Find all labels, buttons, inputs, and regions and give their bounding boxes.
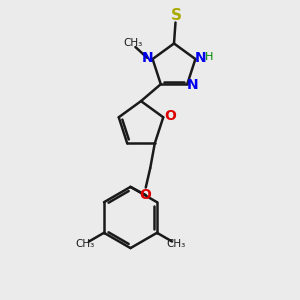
Text: S: S [171,8,182,23]
Text: N: N [141,51,153,65]
Text: O: O [164,109,176,123]
Text: CH₃: CH₃ [166,239,185,249]
Text: CH₃: CH₃ [76,239,95,249]
Text: O: O [139,188,151,202]
Text: N: N [195,51,207,65]
Text: N: N [187,78,198,92]
Text: CH₃: CH₃ [123,38,142,47]
Text: H: H [205,52,213,62]
